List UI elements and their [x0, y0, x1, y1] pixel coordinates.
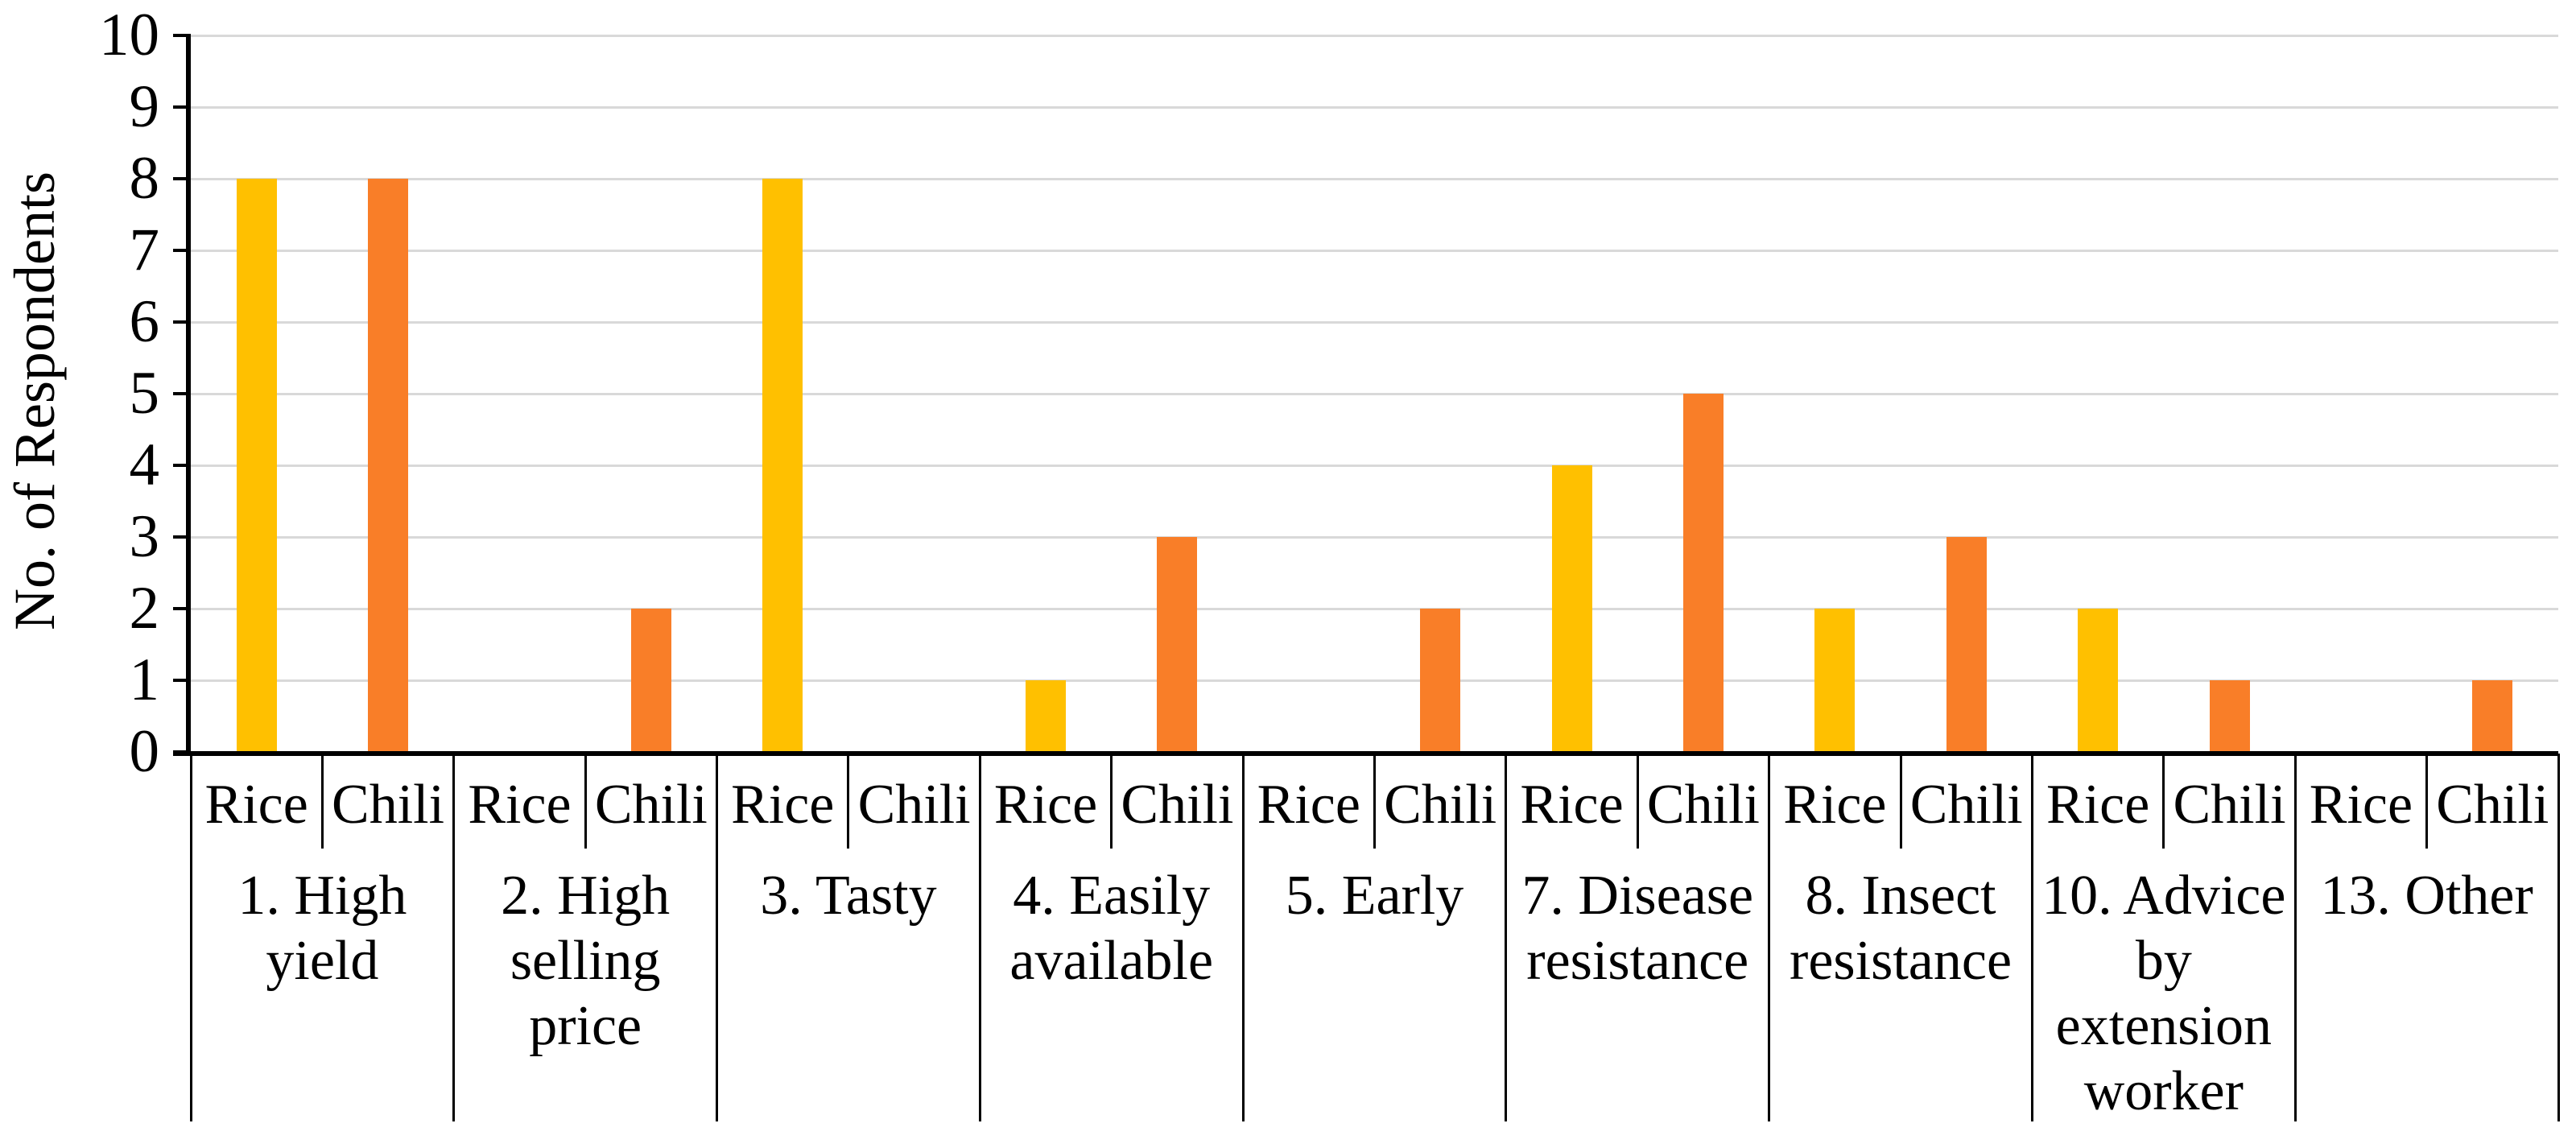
category-label: 10. Advice by extension worker [2041, 865, 2286, 1122]
series-separator [584, 754, 587, 849]
y-tick [173, 679, 191, 682]
group-separator [2557, 754, 2560, 1121]
y-tick [173, 464, 191, 467]
y-tick-label: 7 [129, 217, 160, 283]
y-tick [173, 105, 191, 109]
chili-bar [1946, 537, 1987, 752]
group-separator [1241, 754, 1245, 1121]
y-gridline [191, 679, 2558, 682]
series-label-chili: Chili [332, 774, 445, 836]
series-label-rice: Rice [1257, 774, 1360, 836]
series-separator [2425, 754, 2429, 849]
group-separator [716, 754, 719, 1121]
series-label-chili: Chili [594, 774, 708, 836]
y-tick-label: 0 [129, 718, 160, 785]
y-gridline [191, 535, 2558, 539]
y-gridline [191, 320, 2558, 324]
y-tick-label: 5 [129, 360, 160, 427]
series-label-rice: Rice [2046, 774, 2150, 836]
plot-area [191, 34, 2558, 752]
y-tick-label: 6 [129, 288, 160, 355]
y-tick-label: 8 [129, 145, 160, 212]
y-tick-label: 10 [99, 2, 159, 68]
rice-bar [1026, 680, 1067, 752]
chili-bar [630, 609, 671, 752]
series-label-chili: Chili [1384, 774, 1497, 836]
series-separator [1373, 754, 1376, 849]
y-gridline [191, 177, 2558, 180]
series-separator [2162, 754, 2165, 849]
series-separator [1110, 754, 1113, 849]
series-separator [320, 754, 324, 849]
category-label: 7. Disease resistance [1521, 865, 1754, 992]
group-separator [2293, 754, 2297, 1121]
y-tick [173, 607, 191, 610]
chili-bar [368, 179, 409, 752]
series-label-rice: Rice [1520, 774, 1624, 836]
y-gridline [191, 392, 2558, 395]
chili-bar [1420, 609, 1461, 752]
category-label: 2. High selling price [501, 865, 671, 1057]
y-tick [173, 535, 191, 539]
chili-bar [1682, 394, 1724, 752]
y-tick-label: 2 [129, 575, 160, 642]
y-tick-label: 1 [129, 646, 160, 713]
series-label-chili: Chili [2173, 774, 2286, 836]
category-label: 8. Insect resistance [1790, 865, 2013, 992]
y-axis-line [186, 34, 191, 756]
y-gridline [191, 464, 2558, 467]
y-tick-label: 3 [129, 503, 160, 570]
series-label-rice: Rice [468, 774, 572, 836]
category-label: 4. Easily available [1009, 865, 1214, 992]
group-separator [2030, 754, 2033, 1121]
series-label-chili: Chili [857, 774, 971, 836]
y-tick [173, 177, 191, 180]
series-separator [847, 754, 850, 849]
category-label: 3. Tasty [760, 865, 937, 927]
y-gridline [191, 34, 2558, 37]
series-label-chili: Chili [1646, 774, 1760, 836]
category-label: 13. Other [2320, 865, 2533, 927]
rice-bar [1551, 465, 1592, 752]
series-separator [1636, 754, 1639, 849]
category-label: 1. High yield [237, 865, 407, 992]
series-label-rice: Rice [993, 774, 1098, 836]
y-tick [173, 249, 191, 252]
category-label: 5. Early [1285, 865, 1464, 927]
rice-bar [2078, 609, 2119, 752]
chili-bar [2472, 680, 2513, 752]
chili-bar [1157, 537, 1198, 752]
y-gridline [191, 607, 2558, 610]
y-tick-label: 4 [129, 432, 160, 498]
x-axis-line [173, 751, 2558, 756]
group-separator [1505, 754, 1508, 1121]
series-label-chili: Chili [2436, 774, 2549, 836]
chili-bar [2209, 680, 2250, 752]
group-separator [189, 754, 192, 1121]
y-gridline [191, 249, 2558, 252]
rice-bar [762, 179, 803, 752]
rice-bar [236, 179, 277, 752]
y-tick-label: 9 [129, 73, 160, 140]
series-label-rice: Rice [2309, 774, 2413, 836]
y-gridline [191, 105, 2558, 109]
group-separator [452, 754, 456, 1121]
rice-bar [1814, 609, 1856, 752]
y-tick [173, 392, 191, 395]
group-separator [1768, 754, 1771, 1121]
series-label-rice: Rice [204, 774, 308, 836]
series-separator [1899, 754, 1902, 849]
series-label-chili: Chili [1121, 774, 1234, 836]
series-label-rice: Rice [1783, 774, 1887, 836]
y-tick [173, 320, 191, 324]
group-separator [978, 754, 981, 1121]
series-label-chili: Chili [1909, 774, 2023, 836]
y-tick [173, 34, 191, 37]
series-label-rice: Rice [731, 774, 835, 836]
